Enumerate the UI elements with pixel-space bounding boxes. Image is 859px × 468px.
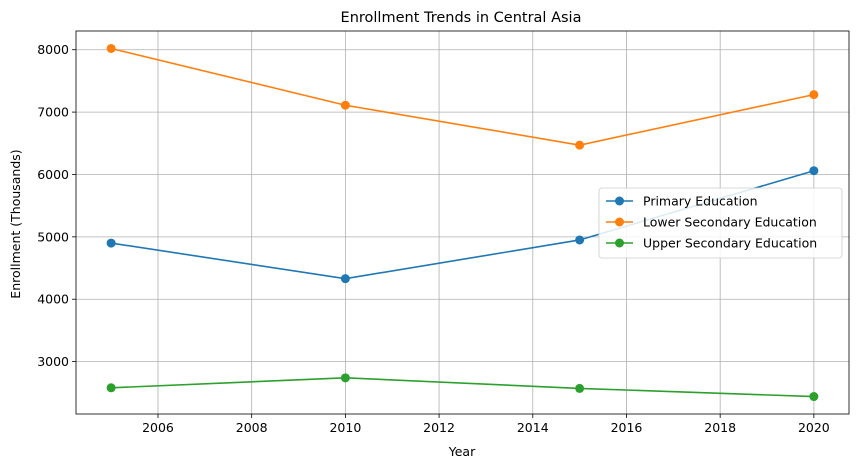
y-axis: 3000 4000 5000 6000 7000 8000 — [37, 42, 76, 369]
x-tick-label: 2016 — [611, 420, 643, 435]
data-point — [575, 235, 585, 245]
data-point — [106, 43, 116, 53]
legend-marker — [615, 238, 624, 248]
data-point — [106, 383, 116, 393]
x-tick-label: 2014 — [517, 420, 549, 435]
chart-title: Enrollment Trends in Central Asia — [341, 10, 582, 26]
x-axis-label: Year — [448, 444, 476, 459]
x-tick-label: 2020 — [798, 420, 830, 435]
y-tick-label: 3000 — [37, 354, 69, 369]
data-point — [575, 140, 585, 150]
data-point — [340, 274, 350, 284]
x-tick-label: 2018 — [704, 420, 736, 435]
plot-frame — [75, 30, 850, 415]
x-tick-label: 2006 — [142, 420, 174, 435]
legend-box — [598, 187, 843, 259]
data-point — [809, 392, 819, 402]
y-axis-label: Enrollment (Thousands) — [8, 149, 23, 298]
legend-marker — [615, 217, 624, 227]
data-point — [340, 373, 350, 383]
data-point — [809, 90, 819, 100]
y-tick-label: 8000 — [37, 42, 69, 57]
legend-marker — [615, 196, 624, 206]
data-point — [106, 238, 116, 248]
legend-label: Lower Secondary Education — [643, 215, 817, 230]
series-line-2 — [111, 377, 814, 398]
x-tick-label: 2010 — [329, 420, 361, 435]
y-tick-label: 5000 — [37, 229, 69, 244]
x-tick-label: 2012 — [423, 420, 455, 435]
legend-label: Upper Secondary Education — [643, 236, 817, 251]
x-axis: 2006 2008 2010 2012 2014 2016 2018 2020 — [142, 414, 830, 435]
legend: Primary Education Lower Secondary Educati… — [598, 187, 843, 259]
x-tick-label: 2008 — [236, 420, 268, 435]
series-line-1 — [110, 47, 815, 146]
y-tick-label: 7000 — [37, 105, 69, 120]
data-point — [340, 100, 350, 110]
y-tick-label: 4000 — [37, 292, 69, 307]
legend-label: Primary Education — [643, 194, 758, 209]
data-point — [575, 383, 585, 393]
data-point — [809, 166, 819, 176]
y-tick-label: 6000 — [37, 167, 69, 182]
